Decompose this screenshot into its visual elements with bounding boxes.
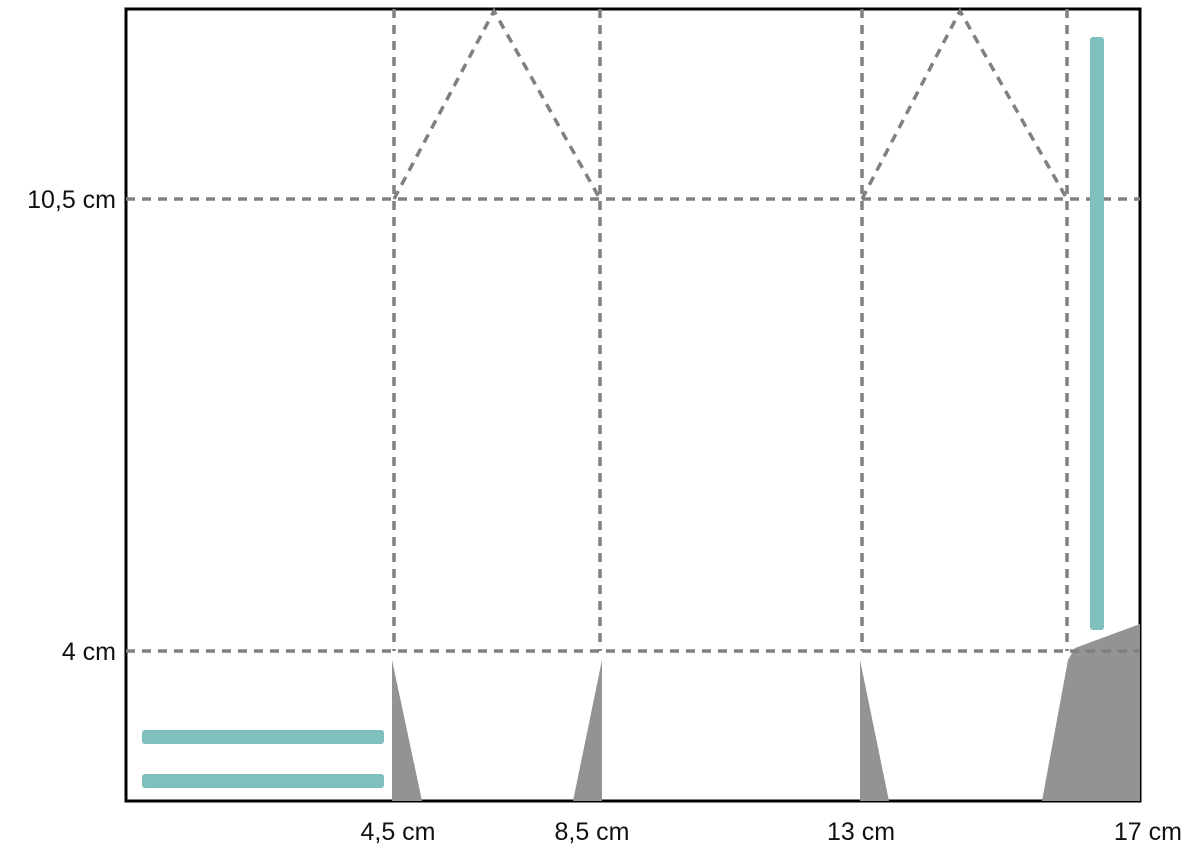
cut-triangle-4 [1042, 624, 1140, 801]
fold-line-roof-left [392, 7, 602, 200]
cut-triangle-1 [392, 660, 422, 801]
label-x-8-5: 8,5 cm [554, 818, 629, 846]
glue-strips [142, 37, 1104, 788]
label-y-4: 4 cm [62, 638, 116, 666]
fold-lines [126, 7, 1140, 653]
label-x-17: 17 cm [1114, 818, 1182, 846]
cut-triangle-3 [860, 660, 889, 801]
label-x-13: 13 cm [827, 818, 895, 846]
glue-strip-bottom-1 [142, 730, 384, 744]
glue-strip-bottom-2 [142, 774, 384, 788]
label-x-4-5: 4,5 cm [360, 818, 435, 846]
label-y-10-5: 10,5 cm [27, 186, 116, 214]
fold-line-roof-right [860, 7, 1069, 200]
cut-triangle-2 [573, 660, 602, 801]
glue-strip-vertical [1090, 37, 1104, 630]
sheet-outline [124, 7, 1142, 803]
